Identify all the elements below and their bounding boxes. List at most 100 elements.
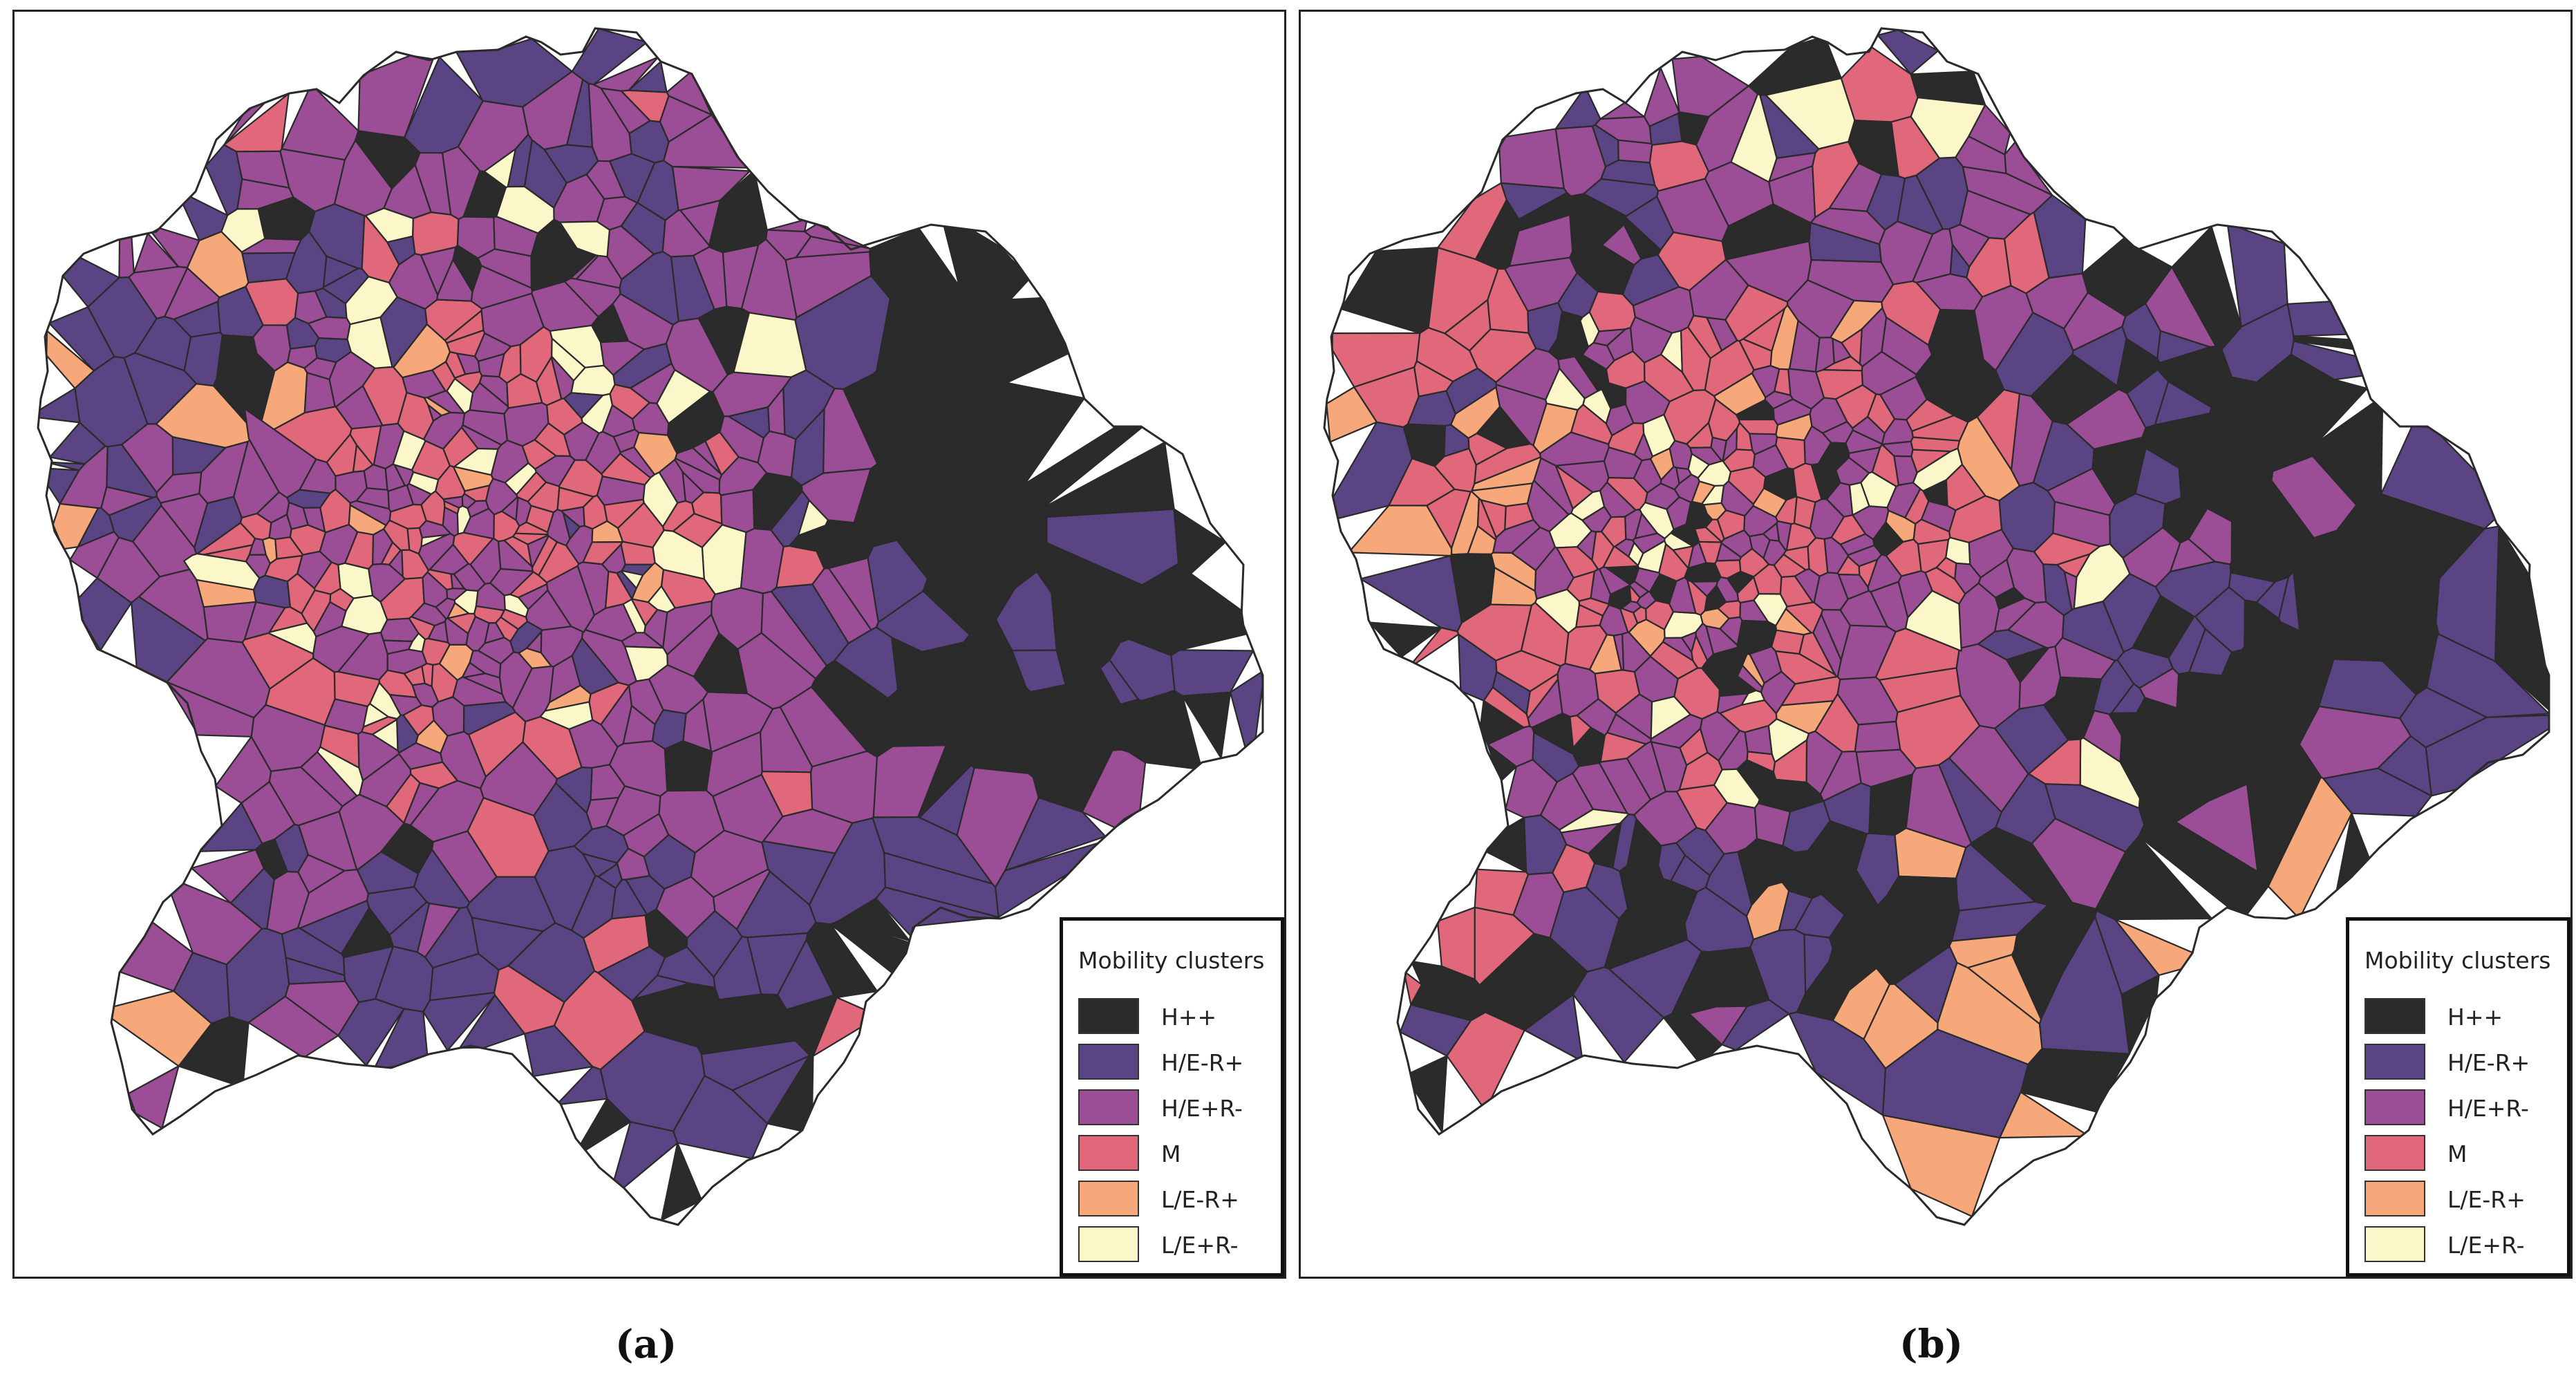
- map-cell: [456, 505, 471, 535]
- map-cell: [970, 682, 1032, 718]
- map-cell: [1476, 497, 1497, 541]
- map-cell: [674, 458, 721, 494]
- map-cell: [386, 648, 428, 675]
- map-cell: [1591, 124, 1619, 168]
- map-cell: [1695, 85, 1759, 173]
- legend-swatch: [1078, 998, 1139, 1034]
- map-cell: [631, 982, 720, 1048]
- map-cell: [1744, 724, 1773, 755]
- map-cell: [591, 520, 624, 543]
- map-cell: [767, 387, 786, 435]
- map-cell: [1632, 286, 1695, 334]
- map-cell: [737, 632, 817, 710]
- map-cell: [1617, 139, 1653, 164]
- map-cell: [608, 153, 656, 204]
- map-cell: [623, 646, 668, 682]
- map-cell: [362, 702, 389, 728]
- map-cell: [584, 603, 637, 642]
- map-cell: [1852, 415, 1886, 445]
- map-cell: [666, 391, 725, 454]
- legend-swatch: [1078, 1044, 1139, 1080]
- map-cell: [1601, 382, 1627, 410]
- map-cell: [446, 329, 486, 357]
- map-cell: [469, 538, 502, 585]
- map-cell: [1740, 689, 1766, 706]
- map-cell: [1915, 156, 1968, 230]
- map-cell: [500, 608, 529, 630]
- map-cell: [239, 512, 272, 541]
- map-cell: [1526, 479, 1570, 533]
- map-cell: [601, 543, 626, 574]
- map-cell: [535, 357, 563, 406]
- map-cell: [1628, 580, 1649, 599]
- map-cell: [2031, 818, 2127, 910]
- map-cell: [587, 82, 632, 162]
- map-cell: [1035, 542, 1143, 643]
- map-cell: [562, 512, 581, 540]
- map-cell: [1173, 508, 1227, 575]
- map-cell: [2195, 739, 2277, 802]
- map-outline: [1323, 27, 2550, 1226]
- legend-label: H++: [1161, 1004, 1217, 1031]
- map-cell: [545, 397, 583, 435]
- map-cell: [1828, 947, 1868, 973]
- map-cell: [285, 317, 320, 350]
- map-cell: [285, 957, 346, 985]
- map-cell: [540, 626, 584, 668]
- map-cell: [658, 789, 725, 854]
- choropleth-map-b: [1323, 27, 2550, 1226]
- map-cell: [527, 534, 549, 569]
- map-cell: [713, 936, 762, 1001]
- map-cell: [420, 490, 446, 527]
- map-cell: [1433, 447, 1477, 493]
- map-cell: [1588, 634, 1622, 675]
- map-cell: [1624, 380, 1671, 424]
- map-cell: [299, 899, 370, 955]
- map-cell: [303, 357, 337, 380]
- map-cell: [777, 939, 835, 1011]
- map-cell: [1144, 690, 1201, 770]
- map-cell: [435, 597, 456, 620]
- map-cell: [1575, 603, 1604, 628]
- legend-swatch: [2365, 1226, 2425, 1262]
- map-cell: [1876, 894, 1960, 947]
- map-cell: [522, 71, 584, 151]
- map-cell: [1019, 684, 1080, 778]
- legend-swatch: [1078, 1089, 1139, 1125]
- map-cell: [1656, 178, 1730, 242]
- map-cell: [183, 331, 223, 387]
- map-cell: [679, 199, 722, 247]
- map-cell: [1539, 431, 1610, 467]
- map-cell: [431, 696, 465, 737]
- map-cell: [1487, 267, 1530, 334]
- map-cell: [1704, 518, 1725, 543]
- map-cell: [1738, 338, 1773, 371]
- map-cell: [2116, 647, 2174, 689]
- map-cell: [506, 373, 543, 409]
- map-cell: [1768, 151, 1816, 182]
- map-cell: [2205, 449, 2274, 523]
- map-cell: [625, 875, 666, 915]
- map-cell: [1474, 868, 1530, 916]
- map-cell: [1500, 182, 1568, 220]
- caption-b: (b): [1899, 1322, 1964, 1367]
- map-cell: [1904, 590, 1962, 652]
- legend-swatch: [2365, 1089, 2425, 1125]
- map-cell: [2170, 538, 2216, 573]
- map-cell: [2018, 646, 2062, 710]
- map-cell: [551, 337, 586, 382]
- map-cell: [408, 616, 436, 640]
- voronoi-cells: [1326, 29, 2550, 1217]
- map-cell: [619, 446, 656, 479]
- map-cell: [131, 596, 207, 683]
- map-cell: [1794, 893, 1846, 939]
- legend-swatch: [2365, 998, 2425, 1034]
- map-cell: [1581, 341, 1615, 370]
- map-cell: [338, 793, 405, 871]
- map-cell: [2063, 570, 2078, 611]
- map-cell: [1715, 542, 1742, 562]
- map-cell: [558, 1066, 608, 1105]
- map-cell: [1948, 223, 1990, 268]
- map-cell: [446, 377, 474, 415]
- map-cell: [319, 523, 359, 566]
